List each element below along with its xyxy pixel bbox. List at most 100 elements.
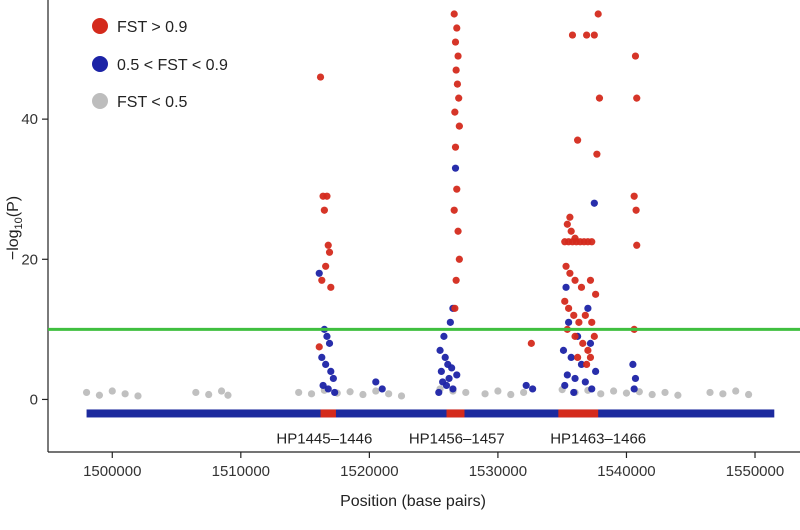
data-point [559, 346, 568, 354]
data-point [455, 122, 463, 130]
data-point [323, 332, 331, 340]
data-point [323, 192, 331, 200]
data-point [453, 80, 462, 88]
x-axis-title: Position (base pairs) [340, 493, 486, 510]
data-point [435, 388, 443, 397]
data-point [588, 238, 596, 246]
x-tick-label: 1550000 [726, 463, 784, 480]
data-point [451, 164, 460, 172]
data-point [224, 391, 232, 399]
data-point [108, 387, 116, 395]
data-point [134, 392, 142, 400]
data-point [577, 360, 586, 369]
data-point [522, 381, 530, 390]
data-point [661, 388, 669, 397]
data-point [574, 353, 582, 361]
data-point [567, 353, 575, 361]
data-point [372, 387, 380, 395]
data-point [318, 353, 326, 361]
data-point [590, 31, 598, 39]
data-point [561, 297, 569, 305]
data-point [633, 241, 641, 249]
data-point [440, 332, 448, 340]
data-point [192, 388, 200, 397]
data-point [453, 24, 461, 32]
data-point [442, 381, 451, 390]
data-point [706, 388, 714, 397]
data-point [217, 387, 226, 395]
data-point [436, 346, 444, 354]
data-point [205, 390, 213, 399]
data-point [562, 262, 570, 270]
data-point [319, 381, 327, 390]
data-point [437, 367, 445, 376]
data-point [563, 371, 571, 379]
data-point [571, 374, 579, 383]
data-point [562, 283, 570, 291]
x-tick-label: 1500000 [83, 463, 141, 480]
data-point [588, 318, 596, 326]
data-point [581, 311, 589, 319]
y-axis-title-subscript: 10 [13, 217, 25, 229]
data-point [577, 283, 586, 291]
data-points [82, 10, 753, 400]
data-point [451, 108, 459, 116]
data-point [744, 390, 753, 399]
data-point [622, 389, 631, 397]
data-point [588, 385, 596, 393]
legend-marker-fst-low [92, 93, 108, 109]
data-point [590, 332, 598, 340]
data-point [575, 318, 583, 326]
data-point [445, 374, 453, 383]
data-point [331, 388, 339, 397]
data-point [455, 94, 463, 102]
data-point [494, 387, 502, 395]
data-point [579, 339, 587, 347]
data-point [570, 388, 578, 397]
x-tick-label: 1520000 [340, 463, 398, 480]
gene-label: HP1445–1446 [276, 430, 372, 447]
gene-track-bar [86, 409, 775, 418]
data-point [583, 360, 591, 369]
data-point [453, 371, 461, 379]
data-point [95, 391, 104, 399]
data-point [451, 38, 460, 46]
gene-label: HP1463–1466 [550, 430, 646, 447]
data-point [454, 227, 462, 235]
data-point [378, 385, 386, 393]
data-point [719, 390, 727, 398]
data-point [610, 387, 618, 395]
data-point [565, 304, 573, 312]
data-point [327, 283, 335, 291]
data-point [441, 353, 449, 361]
data-point [325, 339, 334, 347]
data-point [574, 136, 582, 144]
data-point [318, 276, 326, 284]
data-point [567, 227, 575, 235]
data-point [732, 387, 740, 395]
data-point [346, 388, 354, 396]
data-point [561, 381, 569, 390]
data-point [586, 339, 595, 347]
data-point [674, 391, 682, 399]
y-tick-label: 40 [21, 111, 38, 128]
data-point [563, 220, 571, 228]
data-point [586, 276, 595, 284]
x-tick-label: 1510000 [212, 463, 270, 480]
data-point [507, 390, 515, 399]
data-point [648, 390, 656, 399]
data-point [455, 255, 463, 263]
data-point [121, 390, 129, 398]
data-point [584, 304, 592, 312]
data-point [571, 276, 579, 284]
data-point [327, 367, 335, 376]
data-point [385, 390, 393, 398]
data-point [462, 388, 470, 397]
gene-track-highlight [558, 409, 599, 418]
data-point [527, 339, 535, 347]
x-ticks: 1500000 1510000 1520000 1530000 1540000 15500… [83, 452, 784, 480]
axes-frame [47, 0, 800, 453]
data-point [325, 248, 334, 256]
legend-marker-fst-high [92, 18, 108, 34]
